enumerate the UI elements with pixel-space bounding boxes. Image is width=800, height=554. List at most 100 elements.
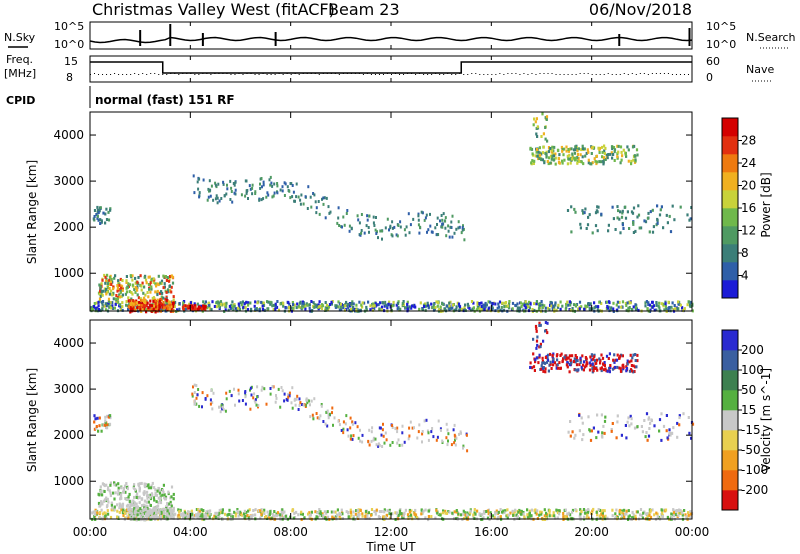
scatter-cell xyxy=(547,162,550,166)
scatter-cell xyxy=(576,160,579,164)
scatter-cell xyxy=(156,298,159,302)
scatter-cell xyxy=(318,300,321,304)
scatter-cell xyxy=(193,399,196,403)
scatter-cell xyxy=(458,305,462,309)
scatter-cell xyxy=(647,434,651,438)
scatter-cell xyxy=(593,367,596,370)
scatter-cell xyxy=(649,421,652,425)
scatter-cell xyxy=(245,300,248,304)
scatter-cell xyxy=(427,228,430,232)
scatter-cell xyxy=(496,306,499,310)
scatter-cell xyxy=(430,515,433,518)
scatter-cell xyxy=(257,509,260,513)
scatter-cell xyxy=(652,304,655,308)
scatter-cell xyxy=(549,161,552,165)
nave-dot xyxy=(278,73,280,74)
scatter-cell xyxy=(249,187,252,191)
scatter-cell xyxy=(455,509,458,512)
scatter-cell xyxy=(297,513,300,517)
scatter-cell xyxy=(312,192,315,195)
scatter-cell xyxy=(634,305,638,309)
scatter-cell xyxy=(506,513,509,517)
scatter-cell xyxy=(584,207,587,211)
scatter-cell xyxy=(99,489,102,493)
scatter-cell xyxy=(533,117,536,121)
scatter-cell xyxy=(123,484,127,488)
scatter-cell xyxy=(121,308,124,312)
scatter-cell xyxy=(220,403,223,407)
scatter-cell xyxy=(448,510,451,514)
scatter-cell xyxy=(561,148,564,152)
colorbar-segment xyxy=(722,450,738,471)
scatter-cell xyxy=(365,305,368,309)
scatter-cell xyxy=(161,489,164,492)
scatter-cell xyxy=(116,492,120,496)
scatter-cell xyxy=(494,302,497,306)
scatter-cell xyxy=(551,514,554,518)
scatter-cell xyxy=(243,509,246,513)
nave-dot xyxy=(591,74,593,75)
scatter-cell xyxy=(243,512,246,516)
freq-tick-high: 15 xyxy=(64,55,78,68)
scatter-cell xyxy=(670,512,673,516)
scatter-cell xyxy=(582,508,586,511)
scatter-cell xyxy=(497,515,500,519)
scatter-cell xyxy=(142,306,145,310)
scatter-cell xyxy=(259,516,262,520)
scatter-cell xyxy=(281,189,284,193)
scatter-cell xyxy=(411,426,414,430)
nave-dot xyxy=(314,73,316,74)
scatter-cell xyxy=(147,483,150,487)
scatter-cell xyxy=(668,214,671,218)
scatter-cell xyxy=(591,145,594,149)
scatter-cell xyxy=(685,515,688,519)
scatter-cell xyxy=(553,308,556,312)
scatter-cell xyxy=(595,436,598,440)
scatter-cell xyxy=(214,181,217,185)
scatter-cell xyxy=(113,276,116,280)
scatter-cell xyxy=(136,513,139,517)
scatter-cell xyxy=(233,304,236,308)
scatter-cell xyxy=(423,305,426,308)
scatter-cell xyxy=(366,218,369,222)
scatter-cell xyxy=(476,302,479,306)
scatter-cell xyxy=(528,511,531,515)
scatter-cell xyxy=(601,150,604,154)
scatter-cell xyxy=(636,353,639,357)
scatter-cell xyxy=(225,397,228,401)
scatter-cell xyxy=(656,217,659,221)
scatter-cell xyxy=(538,513,541,517)
scatter-cell xyxy=(312,301,315,305)
scatter-cell xyxy=(94,306,97,310)
scatter-cell xyxy=(108,275,112,279)
scatter-cell xyxy=(506,516,509,520)
scatter-cell xyxy=(154,491,157,495)
scatter-cell xyxy=(137,296,140,300)
scatter-cell xyxy=(621,509,624,513)
scatter-cell xyxy=(606,156,609,160)
scatter-cell xyxy=(375,216,377,219)
scatter-cell xyxy=(111,506,114,510)
scatter-cell xyxy=(396,307,399,311)
scatter-cell xyxy=(104,281,107,285)
scatter-cell xyxy=(230,394,233,398)
scatter-cell xyxy=(125,281,128,284)
scatter-cell xyxy=(111,307,115,310)
scatter-cell xyxy=(159,281,162,285)
scatter-cell xyxy=(593,359,596,363)
scatter-cell xyxy=(137,482,140,486)
x-tick-label: 00:00 xyxy=(73,525,108,539)
scatter-cell xyxy=(399,307,402,311)
scatter-cell xyxy=(484,301,487,305)
scatter-cell xyxy=(209,194,212,198)
scatter-cell xyxy=(649,508,652,512)
scatter-cell xyxy=(634,365,637,369)
scatter-cell xyxy=(201,514,204,518)
scatter-cell xyxy=(660,302,663,306)
scatter-cell xyxy=(526,513,529,517)
scatter-cell xyxy=(265,515,268,518)
scatter-cell xyxy=(540,158,543,162)
scatter-cell xyxy=(581,209,584,213)
nave-dot xyxy=(447,73,449,74)
scatter-cell xyxy=(574,508,577,512)
